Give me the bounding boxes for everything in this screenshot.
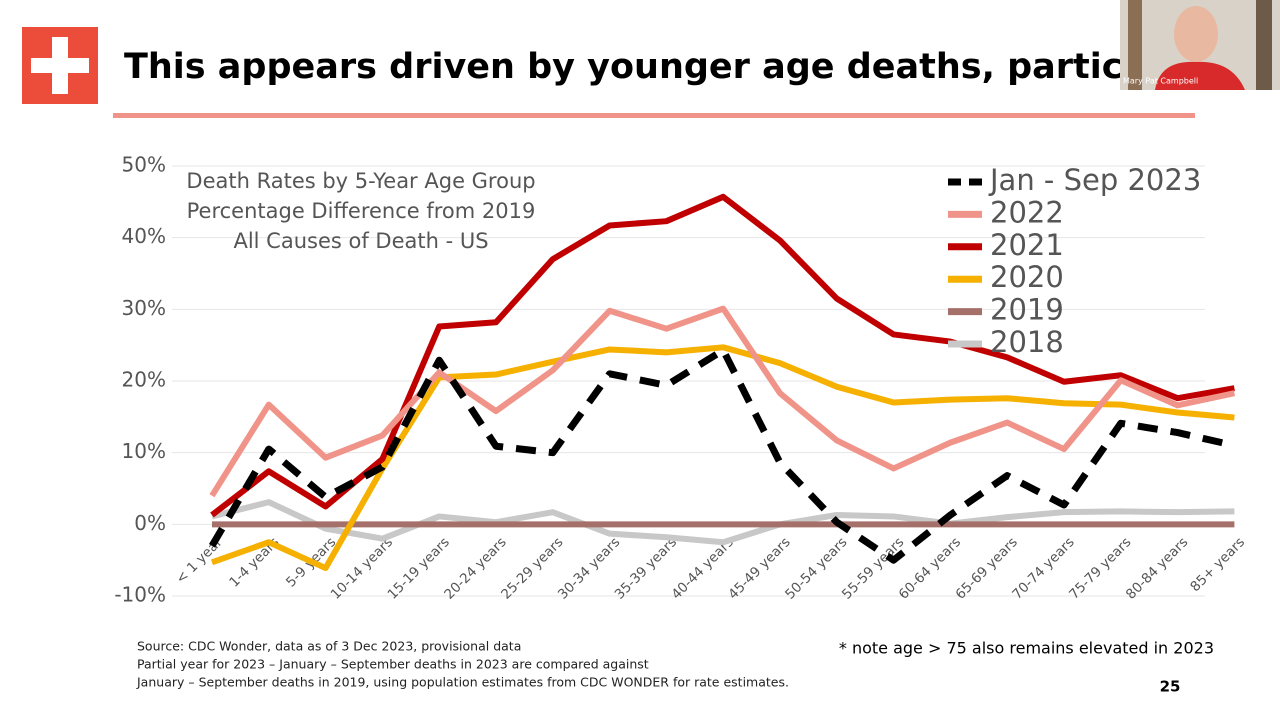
legend-label: 2022 <box>990 195 1064 229</box>
webcam-bg <box>1256 0 1272 90</box>
webcam-face <box>1174 6 1218 62</box>
note: * note age > 75 also remains elevated in… <box>839 639 1214 658</box>
series-line <box>209 305 1236 498</box>
slide-title: This appears driven by younger age death… <box>124 47 1235 87</box>
y-tick-label: 10% <box>122 439 166 463</box>
y-tick-label: 20% <box>122 368 166 392</box>
legend-label: Jan - Sep 2023 <box>988 163 1201 197</box>
y-tick-label: 50% <box>122 153 166 177</box>
source-line: Source: CDC Wonder, data as of 3 Dec 202… <box>137 639 521 654</box>
title-rule <box>113 113 1195 118</box>
y-tick-label: 30% <box>122 296 166 320</box>
y-tick-label: 40% <box>122 224 166 248</box>
chart-title: All Causes of Death - US <box>233 229 488 253</box>
legend-label: 2020 <box>990 260 1064 294</box>
y-tick-label: -10% <box>114 583 166 607</box>
webcam-caption: Mary Pat Campbell <box>1123 77 1198 86</box>
series-line <box>211 499 1235 546</box>
series-line <box>208 346 1236 564</box>
legend-label: 2019 <box>990 293 1064 327</box>
webcam-body <box>1155 61 1245 90</box>
chart: -10%0%10%20%30%40%50%< 1 year 1-4 years 5-… <box>114 153 1248 607</box>
chart-title: Death Rates by 5-Year Age Group <box>186 169 535 193</box>
webcam-bg <box>1128 0 1142 90</box>
legend-label: 2021 <box>990 228 1064 262</box>
source-line: January – September deaths in 2019, usin… <box>136 675 789 690</box>
chart-title: Percentage Difference from 2019 <box>187 199 536 223</box>
series-line <box>210 193 1235 518</box>
page-number: 25 <box>1160 678 1181 696</box>
source-line: Partial year for 2023 – January – Septem… <box>137 657 649 672</box>
y-tick-label: 0% <box>134 511 166 535</box>
x-tick-label: 85+ years <box>1187 534 1248 595</box>
legend-label: 2018 <box>990 325 1064 359</box>
logo-cross <box>31 58 89 73</box>
